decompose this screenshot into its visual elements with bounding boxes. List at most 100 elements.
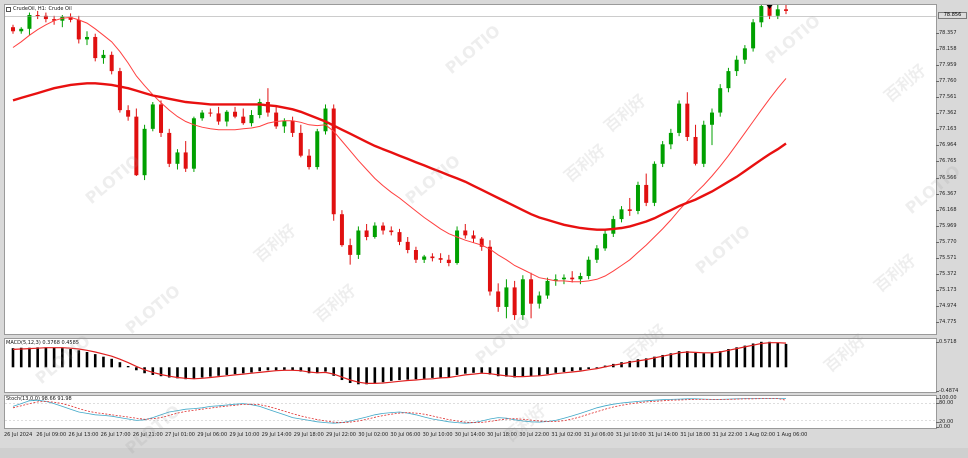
macd-histogram-bar bbox=[776, 342, 780, 368]
candle-body bbox=[27, 15, 32, 29]
candle-body bbox=[257, 102, 262, 116]
macd-histogram-bar bbox=[587, 367, 590, 369]
macd-histogram-bar bbox=[760, 341, 763, 368]
candle bbox=[775, 5, 780, 20]
macd-histogram-bar bbox=[258, 367, 262, 372]
macd-histogram-bar bbox=[718, 351, 722, 368]
macd-histogram-bar bbox=[52, 347, 56, 368]
time-axis[interactable]: 26 Jul 2024 26 Jul 09:00 26 Jul 13:00 26 Ju… bbox=[4, 429, 937, 448]
macd-histogram-bar bbox=[283, 367, 286, 370]
candle bbox=[446, 254, 451, 267]
time-tick: 27 Jul 01:00 bbox=[165, 432, 195, 438]
candle-body bbox=[718, 88, 723, 113]
candle bbox=[701, 120, 706, 168]
chart-window: CrudeOil, H1: Crude Oil MACD(5,12,3) 0.3… bbox=[4, 4, 968, 448]
macd-histogram-bar bbox=[61, 348, 64, 368]
price-tick: 74.775 bbox=[936, 319, 957, 325]
time-tick: 26 Jul 09:00 bbox=[36, 432, 67, 438]
candle bbox=[167, 128, 172, 168]
price-axis[interactable]: 78.357 78.158 77.959 77.760 77.561 77.362 77.1… bbox=[936, 4, 968, 335]
macd-histogram-bar bbox=[562, 367, 566, 372]
candle bbox=[759, 5, 764, 28]
macd-pane[interactable] bbox=[4, 338, 937, 393]
candle-body bbox=[677, 103, 682, 133]
chart-shift-marker-icon[interactable] bbox=[766, 5, 773, 9]
macd-histogram-bar bbox=[11, 348, 15, 368]
candle-body bbox=[405, 241, 410, 251]
candle-body bbox=[775, 9, 780, 16]
candle-body bbox=[52, 19, 57, 21]
candle-body bbox=[35, 15, 40, 16]
time-tick: 31 Jul 06:00 bbox=[583, 432, 614, 438]
candle-body bbox=[282, 120, 287, 127]
price-tick: 75.372 bbox=[936, 270, 957, 277]
macd-histogram-bar bbox=[480, 367, 484, 373]
macd-histogram-bar bbox=[463, 367, 467, 374]
candle bbox=[85, 31, 90, 46]
candle-body bbox=[241, 116, 246, 124]
candle-body bbox=[101, 54, 106, 59]
candle bbox=[290, 116, 295, 137]
candle bbox=[668, 128, 673, 150]
candle bbox=[545, 277, 550, 299]
time-tick: 29 Jul 06:00 bbox=[197, 432, 228, 438]
macd-tick: 0.5718 bbox=[936, 339, 957, 345]
chart-window-icon bbox=[6, 6, 11, 12]
stochastic-main-line bbox=[12, 398, 786, 424]
candle bbox=[348, 238, 353, 265]
price-tick: 77.760 bbox=[936, 78, 957, 85]
candle-body bbox=[701, 124, 706, 164]
time-tick: 31 Jul 02:00 bbox=[551, 432, 582, 438]
macd-histogram-bar bbox=[307, 367, 311, 374]
candle-body bbox=[68, 16, 73, 20]
macd-histogram-bar bbox=[570, 367, 574, 372]
candle-body bbox=[175, 152, 180, 164]
candle-body bbox=[455, 230, 460, 264]
candle bbox=[578, 272, 583, 285]
price-pane[interactable] bbox=[4, 4, 937, 335]
candle-body bbox=[742, 48, 747, 60]
price-tick: 75.969 bbox=[936, 222, 957, 229]
macd-histogram-bar bbox=[661, 354, 664, 368]
candle-body bbox=[529, 279, 534, 304]
macd-histogram-bar bbox=[488, 367, 492, 375]
candle-body bbox=[635, 184, 640, 211]
candle-body bbox=[627, 209, 632, 211]
candle bbox=[677, 100, 682, 137]
macd-histogram-bar bbox=[184, 367, 187, 380]
macd-histogram-bar bbox=[381, 367, 385, 383]
candle-body bbox=[611, 219, 616, 234]
macd-histogram-bar bbox=[110, 358, 113, 368]
candle-body bbox=[561, 277, 566, 280]
price-tick: 74.974 bbox=[936, 302, 957, 309]
candle-body bbox=[216, 113, 221, 122]
macd-histogram-bar bbox=[472, 367, 475, 373]
candle bbox=[298, 124, 303, 158]
candle-body bbox=[413, 250, 418, 260]
candle-body bbox=[751, 22, 756, 49]
candle-body bbox=[397, 232, 402, 242]
macd-histogram-bar bbox=[348, 367, 352, 384]
time-tick: 26 Jul 13:00 bbox=[68, 432, 99, 438]
candle bbox=[619, 206, 624, 223]
macd-histogram-bar bbox=[159, 367, 163, 377]
candle-body bbox=[323, 108, 328, 132]
macd-histogram-bar bbox=[176, 367, 179, 379]
price-tick: 75.571 bbox=[936, 254, 957, 261]
candle-body bbox=[685, 103, 690, 137]
candle bbox=[331, 104, 336, 221]
candle bbox=[652, 161, 657, 207]
stochastic-pane[interactable] bbox=[4, 395, 937, 429]
macd-histogram-bar bbox=[135, 367, 138, 371]
macd-histogram-bar bbox=[389, 367, 393, 381]
candle bbox=[134, 108, 139, 177]
candle bbox=[339, 210, 344, 247]
candle-body bbox=[134, 116, 139, 176]
chart-header: CrudeOil, H1: Crude Oil bbox=[6, 6, 72, 12]
macd-histogram-bar bbox=[743, 345, 747, 368]
candle bbox=[257, 98, 262, 119]
candle-body bbox=[603, 233, 608, 249]
macd-histogram-bar bbox=[241, 367, 245, 374]
macd-histogram-bar bbox=[431, 367, 434, 378]
price-tick: 75.173 bbox=[936, 286, 957, 293]
